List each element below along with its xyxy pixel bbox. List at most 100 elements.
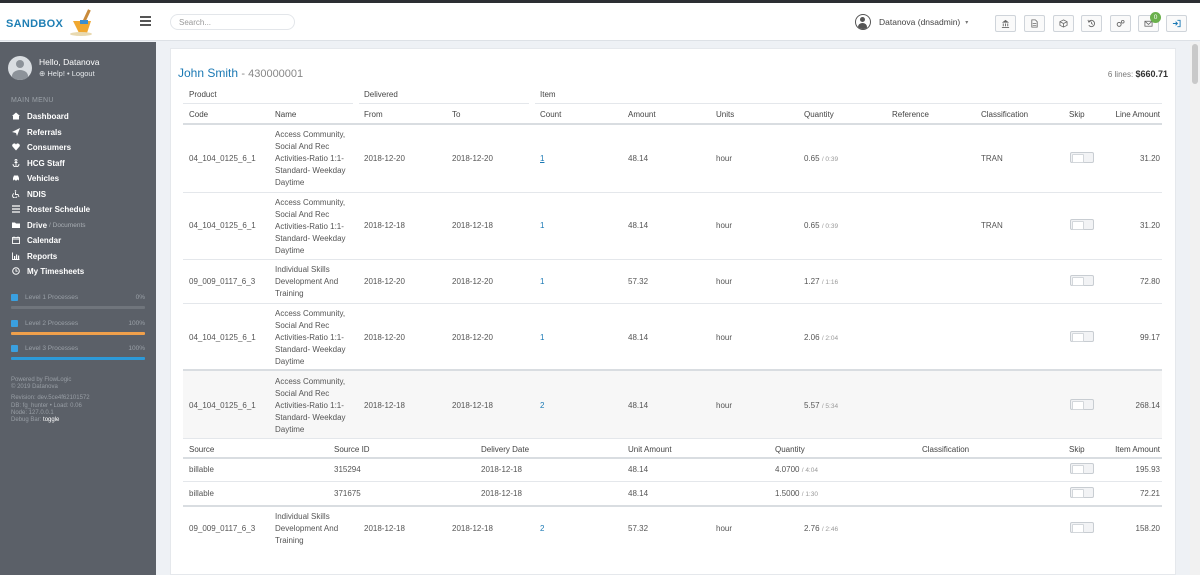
user-menu[interactable]: Datanova (dnsadmin) ▾: [855, 13, 968, 31]
document-button[interactable]: [1024, 15, 1045, 32]
footer-db: DB: fg_hunter • Load: 0.06: [11, 402, 82, 409]
skip-toggle[interactable]: [1070, 275, 1094, 286]
sidebar-item-label: Reports: [27, 251, 58, 261]
client-name-link[interactable]: John Smith: [178, 66, 239, 80]
col-header-code: Code: [189, 110, 209, 119]
cell-classification: TRAN: [981, 154, 1003, 163]
quantity-duration: / 0:39: [821, 223, 839, 230]
cell-units: hour: [716, 401, 733, 410]
detail-header-delivery-date: Delivery Date: [481, 445, 530, 454]
skip-toggle[interactable]: [1070, 463, 1094, 474]
col-header-units: Units: [716, 110, 735, 119]
sidebar-item-label: HCG Staff: [27, 158, 65, 168]
sidebar-item-reports[interactable]: Reports: [11, 250, 57, 262]
cell-line-amount: 31.20: [1139, 154, 1160, 163]
search-input[interactable]: [170, 14, 295, 30]
anchor-icon: [12, 159, 20, 167]
footer-debug-label: Debug Bar:: [11, 417, 42, 424]
cell-amount: 57.32: [628, 277, 649, 286]
quantity-duration: / 2:46: [821, 526, 839, 533]
row-divider: [183, 481, 1162, 482]
group-header-product: Product: [189, 90, 217, 99]
footer-node: Node: 127.0.0.1: [11, 409, 54, 416]
cell-code: 04_104_0125_6_1: [189, 333, 256, 342]
logout-link[interactable]: Logout: [71, 69, 95, 78]
process-label: Level 2 Processes: [25, 320, 79, 327]
quantity-duration: / 5:34: [821, 403, 839, 410]
cell-quantity: 1.27 / 1:16: [804, 277, 838, 286]
detail-cell-source: billable: [189, 465, 214, 474]
cell-count-link[interactable]: 2: [540, 401, 545, 410]
settings-button[interactable]: [1110, 15, 1131, 32]
detail-header-source: Source: [189, 445, 215, 454]
cell-from: 2018-12-20: [364, 333, 405, 342]
detail-cell-quantity: 1.5000 / 1:30: [775, 489, 818, 498]
sidebar-item-vehicles[interactable]: Vehicles: [11, 172, 59, 184]
col-header-skip: Skip: [1069, 110, 1085, 119]
help-link[interactable]: Help!: [47, 69, 65, 78]
sidebar-item-roster-schedule[interactable]: Roster Schedule: [11, 203, 90, 215]
client-id: - 430000001: [241, 68, 304, 80]
col-header-count: Count: [540, 110, 562, 119]
cell-count-link[interactable]: 1: [540, 221, 545, 230]
sidebar-item-calendar[interactable]: Calendar: [11, 234, 61, 246]
page-scrollbar[interactable]: [1190, 42, 1200, 575]
sidebar-item-dashboard[interactable]: Dashboard: [11, 110, 69, 122]
history-icon: [1087, 19, 1095, 28]
sidebar-item-ndis[interactable]: NDIS: [11, 188, 46, 200]
detail-header-skip: Skip: [1069, 445, 1085, 454]
sidebar-item-my-timesheets[interactable]: My Timesheets: [11, 265, 84, 277]
process-level-1[interactable]: Level 1 Processes 0%: [11, 293, 145, 309]
col-header-line-amount: Line Amount: [1115, 110, 1160, 119]
skip-toggle[interactable]: [1070, 152, 1094, 163]
debug-toggle-link[interactable]: toggle: [43, 417, 60, 424]
cell-to: 2018-12-20: [452, 333, 493, 342]
skip-toggle[interactable]: [1070, 522, 1094, 533]
process-progress-bar: [11, 357, 145, 360]
sidebar-item-drive[interactable]: Drive / Documents: [11, 219, 86, 231]
col-header-name: Name: [275, 110, 297, 119]
bank-button[interactable]: [995, 15, 1016, 32]
skip-toggle[interactable]: [1070, 487, 1094, 498]
history-button[interactable]: [1081, 15, 1102, 32]
app-logo[interactable]: SANDBOX: [6, 18, 64, 30]
process-level-3[interactable]: Level 3 Processes 100%: [11, 344, 145, 360]
cell-to: 2018-12-20: [452, 277, 493, 286]
skip-toggle[interactable]: [1070, 399, 1094, 410]
detail-cell-source: billable: [189, 489, 214, 498]
cell-to: 2018-12-20: [452, 154, 493, 163]
cell-line-amount: 158.20: [1135, 524, 1160, 533]
skip-toggle[interactable]: [1070, 219, 1094, 230]
greeting: Hello, Datanova: [39, 57, 100, 67]
cell-amount: 48.14: [628, 333, 649, 342]
cell-name: Access Community, Social And Rec Activit…: [275, 309, 346, 366]
process-level-2[interactable]: Level 2 Processes 100%: [11, 319, 145, 335]
cube-button[interactable]: [1053, 15, 1074, 32]
detail-cell-unit-amount: 48.14: [628, 465, 649, 474]
sidebar-item-consumers[interactable]: Consumers: [11, 141, 71, 153]
col-header-reference: Reference: [892, 110, 929, 119]
cell-name: Access Community, Social And Rec Activit…: [275, 377, 346, 434]
cell-to: 2018-12-18: [452, 221, 493, 230]
car-icon: [13, 175, 19, 182]
sidebar-item-hcg-staff[interactable]: HCG Staff: [11, 157, 65, 169]
detail-cell-source-id: 315294: [334, 465, 361, 474]
cell-count-link[interactable]: 1: [540, 277, 545, 286]
sidebar-item-referrals[interactable]: Referrals: [11, 126, 62, 138]
cell-units: hour: [716, 524, 733, 533]
logout-button[interactable]: [1166, 15, 1187, 32]
menu-toggle-icon[interactable]: [140, 16, 151, 26]
quantity-duration: / 4:04: [801, 467, 818, 474]
calendar-icon: [12, 236, 20, 244]
heart-icon: [12, 143, 20, 151]
skip-toggle[interactable]: [1070, 331, 1094, 342]
cell-count-link[interactable]: 1: [540, 154, 545, 163]
cell-count-link[interactable]: 1: [540, 333, 545, 342]
quantity-duration: / 1:16: [821, 279, 839, 286]
cell-line-amount: 268.14: [1135, 401, 1160, 410]
content-panel: [170, 48, 1176, 575]
cell-code: 04_104_0125_6_1: [189, 221, 256, 230]
detail-cell-delivery-date: 2018-12-18: [481, 465, 522, 474]
cell-count-link[interactable]: 2: [540, 524, 545, 533]
cell-code: 04_104_0125_6_1: [189, 154, 256, 163]
